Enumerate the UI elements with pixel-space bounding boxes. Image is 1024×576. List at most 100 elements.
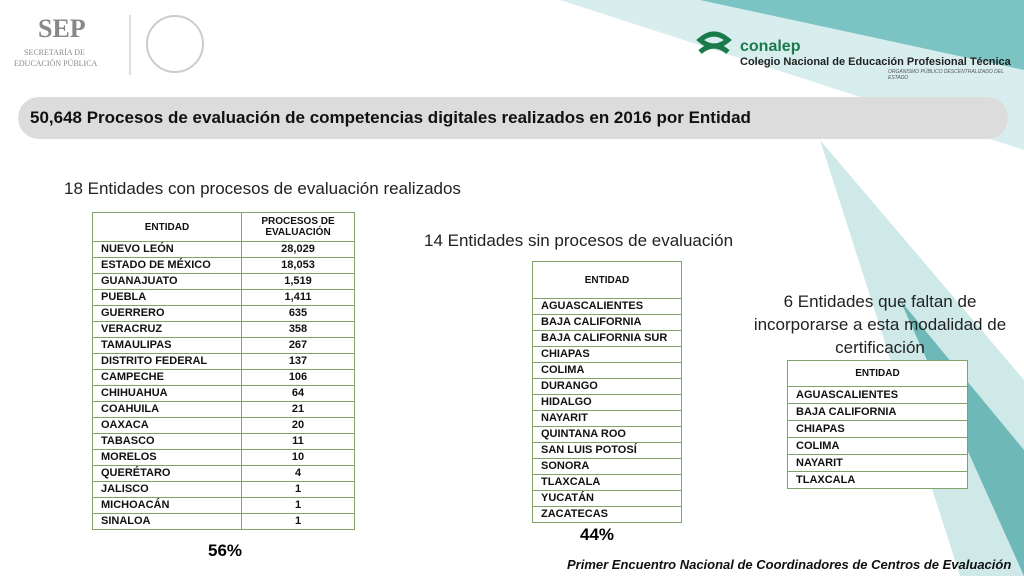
- cell: 28,029: [241, 241, 355, 258]
- row: QUINTANA ROO: [532, 426, 682, 443]
- section-heading: 6 Entidades que faltan de incorporarse a…: [753, 292, 1007, 357]
- cell: 1,519: [241, 273, 355, 290]
- cell: AGUASCALIENTES: [532, 298, 682, 315]
- row: BAJA CALIFORNIA: [532, 314, 682, 331]
- row: NAYARIT: [532, 410, 682, 427]
- row: YUCATÁN: [532, 490, 682, 507]
- row: CHIAPAS: [787, 420, 968, 438]
- row: AGUASCALIENTES: [787, 386, 968, 404]
- column-header: ENTIDAD: [532, 261, 682, 299]
- cell: 10: [241, 449, 355, 466]
- cell: QUERÉTARO: [92, 465, 242, 482]
- cell: 267: [241, 337, 355, 354]
- cell: NUEVO LEÓN: [92, 241, 242, 258]
- cell: CHIHUAHUA: [92, 385, 242, 402]
- column-header: ENTIDAD: [787, 360, 968, 387]
- cell: TLAXCALA: [787, 471, 968, 489]
- row: SINALOA 1: [92, 513, 355, 530]
- row: COLIMA: [532, 362, 682, 379]
- cell: TABASCO: [92, 433, 242, 450]
- cell: 137: [241, 353, 355, 370]
- row: CHIHUAHUA 64: [92, 385, 355, 402]
- row: TAMAULIPAS 267: [92, 337, 355, 354]
- row: GUERRERO 635: [92, 305, 355, 322]
- section-heading: 14 Entidades sin procesos de evaluación: [424, 231, 734, 250]
- cell: AGUASCALIENTES: [787, 386, 968, 404]
- row: AGUASCALIENTES: [532, 298, 682, 315]
- cell: SONORA: [532, 458, 682, 475]
- cell: 4: [241, 465, 355, 482]
- row: CAMPECHE 106: [92, 369, 355, 386]
- row: COLIMA: [787, 437, 968, 455]
- cell: ESTADO DE MÉXICO: [92, 257, 242, 274]
- cell: 358: [241, 321, 355, 338]
- row: COAHUILA 21: [92, 401, 355, 418]
- row: JALISCO 1: [92, 481, 355, 498]
- header-row: ENTIDAD: [787, 360, 968, 387]
- row: HIDALGO: [532, 394, 682, 411]
- cell: NAYARIT: [532, 410, 682, 427]
- cell: COLIMA: [787, 437, 968, 455]
- cell: DISTRITO FEDERAL: [92, 353, 242, 370]
- cell: 1: [241, 497, 355, 514]
- sep-line: SECRETARÍA DE: [24, 48, 85, 57]
- row: TABASCO 11: [92, 433, 355, 450]
- cell: CAMPECHE: [92, 369, 242, 386]
- cell: 1: [241, 513, 355, 530]
- percent: 44%: [580, 525, 615, 544]
- column-header: ENTIDAD: [92, 212, 242, 242]
- cell: BAJA CALIFORNIA SUR: [532, 330, 682, 347]
- cell: QUINTANA ROO: [532, 426, 682, 443]
- row: OAXACA 20: [92, 417, 355, 434]
- footer: Primer Encuentro Nacional de Coordinador…: [567, 557, 1012, 572]
- cell: HIDALGO: [532, 394, 682, 411]
- cell: ZACATECAS: [532, 506, 682, 523]
- cell: MICHOACÁN: [92, 497, 242, 514]
- cell: CHIAPAS: [787, 420, 968, 438]
- cell: VERACRUZ: [92, 321, 242, 338]
- cell: MORELOS: [92, 449, 242, 466]
- cell: 64: [241, 385, 355, 402]
- row: NAYARIT: [787, 454, 968, 472]
- row: BAJA CALIFORNIA SUR: [532, 330, 682, 347]
- title: 50,648 Procesos de evaluación de compete…: [30, 108, 751, 127]
- cell: DURANGO: [532, 378, 682, 395]
- row: SONORA: [532, 458, 682, 475]
- cell: GUANAJUATO: [92, 273, 242, 290]
- row: GUANAJUATO 1,519: [92, 273, 355, 290]
- cell: 20: [241, 417, 355, 434]
- row: TLAXCALA: [532, 474, 682, 491]
- conalep-subtitle: Colegio Nacional de Educación Profesiona…: [740, 56, 1011, 68]
- table: ENTIDAD PROCESOS DE EVALUACIÓN NUEVO LEÓN 2…: [92, 212, 355, 530]
- conalep-tagline: ORGANISMO PÚBLICO DESCENTRALIZADO DEL ES…: [888, 69, 1004, 81]
- cell: COLIMA: [532, 362, 682, 379]
- row: ZACATECAS: [532, 506, 682, 523]
- row: TLAXCALA: [787, 471, 968, 489]
- cell: TLAXCALA: [532, 474, 682, 491]
- sep-logo: SEP: [38, 14, 86, 43]
- section-heading: 18 Entidades con procesos de evaluación …: [64, 179, 461, 198]
- sep-line: EDUCACIÓN PÚBLICA: [14, 59, 98, 68]
- row: NUEVO LEÓN 28,029: [92, 241, 355, 258]
- column-header: PROCESOS DE EVALUACIÓN: [241, 212, 355, 242]
- cell: COAHUILA: [92, 401, 242, 418]
- cell: 635: [241, 305, 355, 322]
- row: BAJA CALIFORNIA: [787, 403, 968, 421]
- row: QUERÉTARO 4: [92, 465, 355, 482]
- row: MICHOACÁN 1: [92, 497, 355, 514]
- row: SAN LUIS POTOSÍ: [532, 442, 682, 459]
- header-row: ENTIDAD: [532, 261, 682, 299]
- row: PUEBLA 1,411: [92, 289, 355, 306]
- cell: JALISCO: [92, 481, 242, 498]
- cell: 106: [241, 369, 355, 386]
- row: VERACRUZ 358: [92, 321, 355, 338]
- cell: YUCATÁN: [532, 490, 682, 507]
- table: ENTIDAD AGUASCALIENTES BAJA CALIFORNIA BAJA…: [532, 261, 682, 523]
- cell: 1,411: [241, 289, 355, 306]
- cell: NAYARIT: [787, 454, 968, 472]
- cell: SINALOA: [92, 513, 242, 530]
- cell: PUEBLA: [92, 289, 242, 306]
- cell: BAJA CALIFORNIA: [532, 314, 682, 331]
- row: MORELOS 10: [92, 449, 355, 466]
- cell: BAJA CALIFORNIA: [787, 403, 968, 421]
